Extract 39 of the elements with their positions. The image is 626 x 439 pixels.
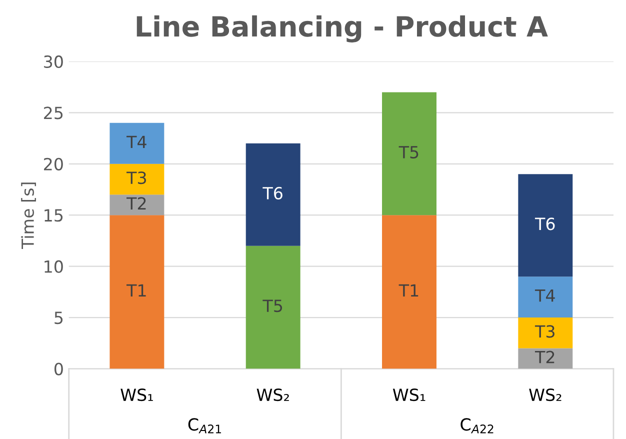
series-label: T5 [262,300,282,312]
bar [246,143,300,246]
y-tick-label: 0 [54,362,63,376]
bar [518,276,573,318]
x-tick-label: WS₂ [529,388,562,402]
y-tick-label: 30 [44,55,63,68]
text: T3 [126,171,146,184]
series-label: T2 [126,197,146,210]
bar [518,348,573,369]
text: T1 [398,284,418,297]
bar [382,92,436,216]
series-label: T6 [262,186,282,200]
bar [110,215,164,369]
bar [110,164,164,195]
y-tick-label: 20 [44,158,63,170]
x-tick-label: WS₁ [392,388,426,402]
y-tick-label: 10 [44,260,63,273]
series-label: T4 [126,136,146,148]
series-label: T3 [534,325,554,338]
bar [518,318,573,348]
text: C$_{A21}$ [188,418,221,434]
text: C$_{A22}$ [460,418,494,434]
y-tick-label: 25 [44,106,63,120]
text: T4 [534,290,555,302]
text: T6 [534,218,555,230]
y-tick-label: 5 [54,312,63,324]
bar [110,122,164,164]
chart-title: Line Balancing - Product A [136,15,548,42]
y-axis-title: Time [s] [21,182,36,250]
text: T2 [534,350,554,364]
bar [518,174,573,277]
bar [110,194,164,216]
bar [382,215,436,369]
series-label: T1 [126,284,146,297]
x-tick-label: WS₁ [120,388,153,402]
y-tick-label: 15 [44,209,63,222]
bar [246,246,300,369]
x-tick-label: WS₂ [256,388,289,402]
text: T5 [398,146,418,158]
